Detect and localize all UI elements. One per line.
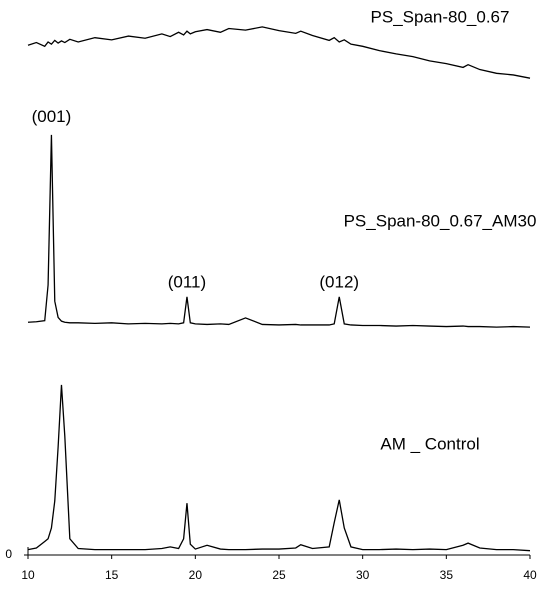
x-tick-label: 25 xyxy=(272,568,286,582)
series-label: PS_Span-80_0.67 xyxy=(371,7,510,26)
trace xyxy=(27,134,531,328)
series-label: AM _ Control xyxy=(380,434,479,453)
y-tick-label: 0 xyxy=(5,547,12,561)
peak-label: (011) xyxy=(168,272,206,291)
x-tick-label: 20 xyxy=(189,568,203,582)
peak-label: (012) xyxy=(319,272,359,291)
x-tick-label: 10 xyxy=(21,568,35,582)
series-label: PS_Span-80_0.67_AM30 xyxy=(344,211,537,230)
x-tick-label: 15 xyxy=(105,568,119,582)
x-tick-label: 35 xyxy=(440,568,454,582)
peak-label: (001) xyxy=(32,107,72,126)
trace xyxy=(27,384,531,552)
x-tick-label: 40 xyxy=(523,568,537,582)
trace xyxy=(27,26,531,79)
x-tick-label: 30 xyxy=(356,568,370,582)
